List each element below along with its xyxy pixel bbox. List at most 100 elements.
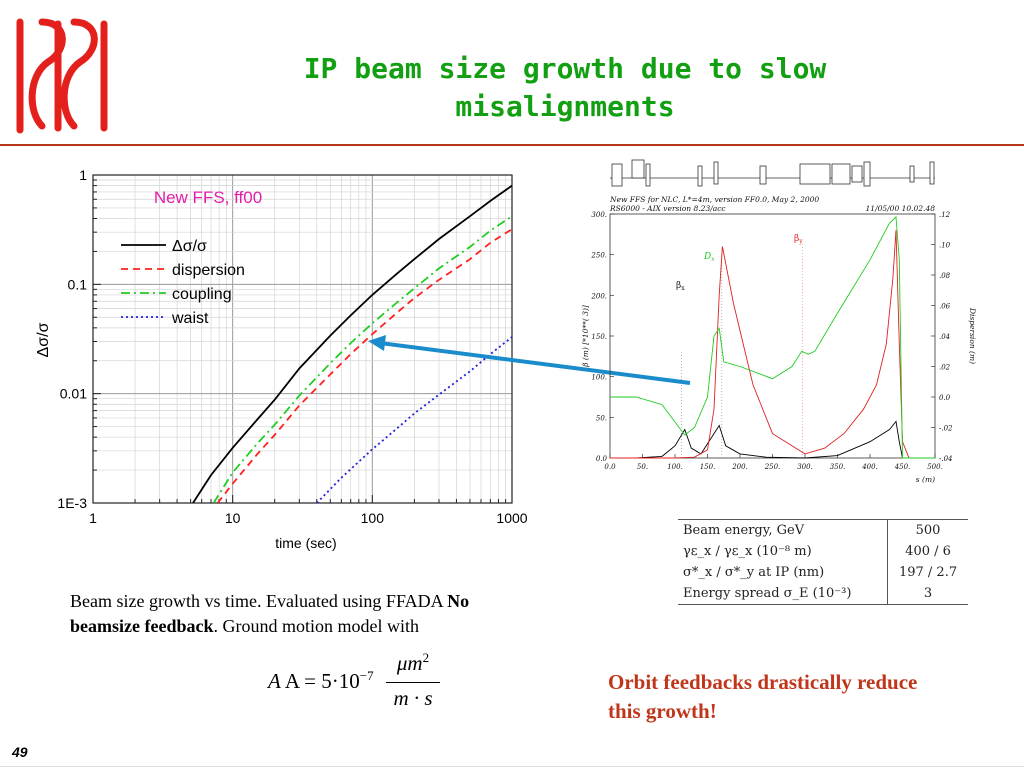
lattice-element-strip — [610, 159, 935, 187]
optics-x-tick-label: 350. — [830, 463, 846, 471]
slide-caption: Beam size growth vs time. Evaluated usin… — [70, 591, 470, 636]
optics-y-tick-label: 250. — [590, 252, 607, 260]
x-tick-label: 100 — [361, 510, 385, 526]
optics-plot-frame — [609, 213, 936, 459]
institution-logo — [16, 18, 108, 134]
optics-line-0 — [610, 420, 935, 459]
optics-y2-tick-label: .06 — [939, 303, 951, 311]
optics-x-axis-label: s (m) — [916, 475, 935, 484]
chart-grid — [92, 175, 512, 504]
lattice-element — [611, 163, 623, 187]
table-row: σ*_x / σ*_y at IP (nm) 197 / 2.7 — [678, 562, 968, 583]
page-number: 49 — [12, 744, 28, 760]
legend-label: coupling — [172, 286, 232, 303]
param-value: 3 — [887, 583, 968, 605]
table-row: Energy spread σ_E (10⁻³) 3 — [678, 583, 968, 605]
optics-x-tick-label: 400. — [861, 463, 878, 471]
param-label: σ*_x / σ*_y at IP (nm) — [683, 565, 825, 580]
optics-line-1 — [610, 230, 935, 459]
lattice-element — [713, 161, 719, 185]
y-tick-label: 0.01 — [60, 386, 87, 402]
optics-y2-tick-label: .02 — [939, 364, 951, 372]
optics-y-tick-label: 300. — [591, 211, 607, 219]
series-lines — [192, 184, 512, 503]
optics-line-2 — [610, 216, 935, 459]
dispersion-label: Dx — [703, 252, 715, 263]
optics-left-axis-label: β (m) [*10**( 3)] — [581, 305, 590, 368]
slide-title: IP beam size growth due to slow misalign… — [303, 52, 827, 123]
y-tick-label: 0.1 — [68, 276, 88, 292]
table-row: γε_x / γε_x (10⁻⁸ m) 400 / 6 — [678, 541, 968, 562]
optics-y-tick-label: 100. — [591, 374, 607, 382]
lattice-element — [863, 161, 871, 187]
plot-header-date: 11/05/00 10.02.48 — [866, 204, 936, 213]
param-label: Energy spread σ_E (10⁻³) — [678, 583, 888, 605]
caption-emphasis: No beamsize feedback — [70, 591, 470, 636]
chart-title: New FFS, ff00 — [154, 188, 262, 207]
feedback-note: Orbit feedbacks drastically reduce this … — [608, 670, 918, 723]
beam-growth-chart: 1 10 100 1000 1E-3 0.01 0.1 1 Δσ/σ dispersion cou… — [35, 167, 528, 551]
plot-frame — [92, 174, 513, 504]
lattice-element — [831, 163, 851, 185]
x-axis-label: time (sec) — [275, 535, 336, 551]
lattice-element — [929, 161, 935, 185]
optics-y2-tick-label: .08 — [939, 272, 951, 280]
lattice-element — [631, 159, 645, 179]
series-line-2 — [212, 215, 512, 503]
y-tick-label: 1 — [79, 167, 87, 183]
legend-label: Δσ/σ — [172, 238, 207, 255]
beam-parameters-table: Beam energy, GeV 500 γε_x / γε_x (10⁻⁸ m… — [678, 519, 968, 605]
series-line-3 — [316, 336, 512, 503]
optics-y2-tick-label: 0.0 — [939, 394, 951, 402]
optics-y2-tick-label: .04 — [939, 333, 950, 341]
axis-ticks: 1 10 100 1000 1E-3 0.01 0.1 1 — [57, 167, 527, 526]
lattice-element — [697, 165, 703, 187]
x-tick-label: 10 — [225, 510, 241, 526]
optics-x-tick-label: 300. — [797, 463, 813, 471]
plot-header-line1: New FFS for NLC, L*=4m, version FF0.0, M… — [609, 195, 819, 204]
x-tick-label: 1000 — [496, 510, 527, 526]
beta-y-label: βy — [794, 234, 803, 245]
table-row: Beam energy, GeV 500 — [678, 519, 968, 541]
optics-y-tick-label: 150. — [591, 333, 607, 341]
optics-x-tick-label: 250. — [764, 463, 781, 471]
optics-y2-tick-label: .10 — [939, 242, 951, 250]
x-tick-label: 1 — [89, 510, 97, 526]
y-axis-label: Δσ/σ — [35, 322, 52, 357]
lattice-element — [851, 165, 863, 183]
lattice-element — [645, 163, 651, 187]
param-label: Beam energy, GeV — [678, 519, 888, 541]
optics-y2-tick-label: .12 — [939, 211, 951, 219]
optics-x-tick-label: 100. — [667, 463, 683, 471]
lattice-element — [909, 165, 915, 183]
optics-axis-ticks: 0.0 50. 100. 150. 200. 250. 300. 350. 400. 450. 50… — [590, 211, 953, 471]
optics-x-tick-label: 150. — [700, 463, 716, 471]
series-line-0 — [192, 184, 512, 503]
optics-x-tick-label: 450. — [894, 463, 911, 471]
annotation-arrow — [368, 335, 691, 385]
optics-x-tick-label: 200. — [731, 463, 748, 471]
optics-series — [610, 216, 935, 459]
legend-label: waist — [171, 310, 209, 327]
legend-label: dispersion — [172, 262, 245, 279]
optics-y2-tick-label: -.02 — [939, 425, 953, 433]
param-value: 500 — [887, 519, 968, 541]
beta-x-label: βx — [676, 281, 685, 292]
optics-y-tick-label: 200. — [590, 292, 607, 300]
chart-legend: Δσ/σ dispersion coupling waist — [121, 238, 245, 327]
y-tick-label: 1E-3 — [57, 495, 87, 511]
optics-x-tick-label: 50. — [637, 463, 648, 471]
param-value: 197 / 2.7 — [887, 562, 968, 583]
plot-header-line2: RS6000 - AIX version 8.23/acc — [609, 204, 726, 213]
optics-y2-tick-label: -.04 — [939, 455, 953, 463]
optics-functions-chart: New FFS for NLC, L*=4m, version FF0.0, M… — [581, 159, 977, 484]
lattice-element — [759, 165, 767, 185]
lattice-element — [799, 163, 831, 185]
optics-right-axis-label: Dispersion (m) — [968, 307, 977, 364]
footer-divider — [0, 766, 1024, 767]
optics-x-tick-label: 500. — [927, 463, 943, 471]
param-value: 400 / 6 — [887, 541, 968, 562]
param-label: γε_x / γε_x (10⁻⁸ m) — [683, 544, 812, 559]
optics-y-tick-label: 50. — [596, 414, 607, 422]
optics-x-tick-label: 0.0 — [604, 463, 616, 471]
